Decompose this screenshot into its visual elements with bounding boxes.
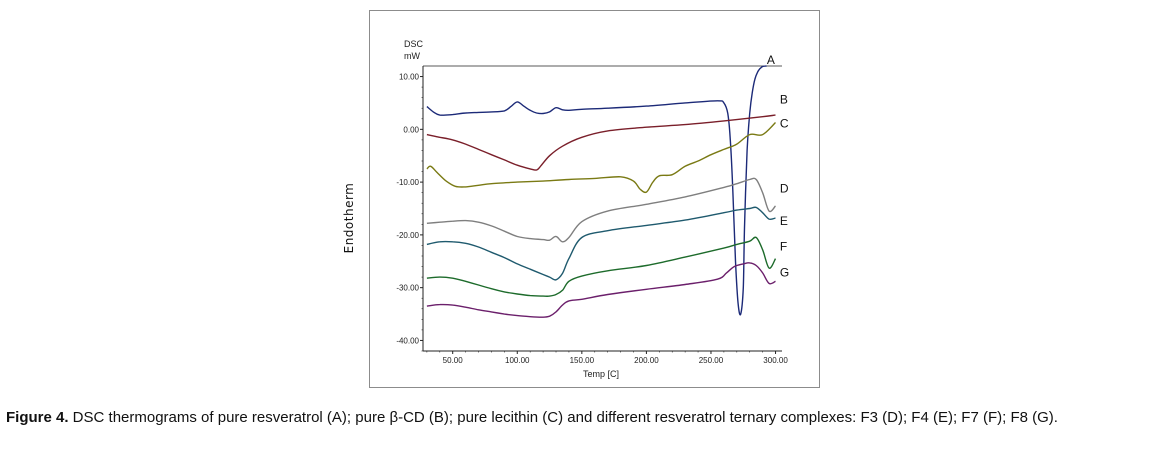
y-axis-unit-sublabel: mW: [404, 51, 420, 61]
series-line-b: [426, 114, 776, 171]
x-axis-label: Temp [C]: [583, 369, 619, 379]
curve-label-a: A: [767, 53, 775, 67]
y-tick-label: -20.00: [396, 231, 419, 240]
series-line-e: [426, 206, 776, 281]
curve-label-f: F: [780, 239, 787, 253]
series-line-a: [426, 65, 767, 316]
curve-label-c: C: [780, 116, 789, 130]
series-line-g: [426, 262, 776, 318]
y-tick-label: 0.00: [403, 125, 419, 134]
y-tick-label: -30.00: [396, 284, 419, 293]
figure-caption: Figure 4. DSC thermograms of pure resver…: [6, 407, 1162, 428]
curve-label-e: E: [780, 214, 788, 228]
series-line-d: [426, 177, 777, 243]
x-tick-label: 300.00: [763, 356, 788, 365]
y-tick-label: -10.00: [396, 178, 419, 187]
x-tick-label: 200.00: [634, 356, 659, 365]
series-line-c: [426, 121, 776, 194]
figure-frame: [369, 10, 820, 388]
x-tick-label: 150.00: [570, 356, 595, 365]
y-tick-label: 10.00: [399, 73, 420, 82]
curve-label-g: G: [780, 266, 789, 280]
x-tick-label: 250.00: [699, 356, 724, 365]
curve-label-b: B: [780, 93, 788, 107]
dsc-chart: 10.00 0.00 -10.00 -20.00 -30.00 -40.00 50.00 10…: [342, 39, 789, 379]
x-tick-label: 100.00: [505, 356, 530, 365]
series-line-f: [426, 236, 777, 297]
y-axis-unit-label: DSC: [404, 39, 424, 49]
y-tick-label: -40.00: [396, 336, 419, 345]
caption-label: Figure 4.: [6, 409, 69, 426]
y-axis-outer-label: Endotherm: [342, 183, 356, 254]
x-tick-label: 50.00: [443, 356, 464, 365]
curve-label-d: D: [780, 181, 789, 195]
caption-text: DSC thermograms of pure resveratrol (A);…: [68, 409, 1058, 426]
